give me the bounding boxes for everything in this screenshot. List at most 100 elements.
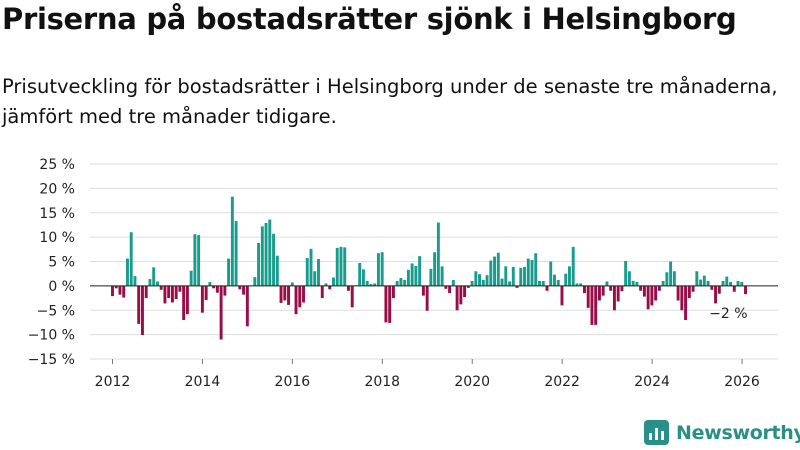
bar: [575, 283, 579, 286]
bar: [365, 281, 369, 286]
bar: [448, 285, 452, 294]
x-tick-label: 2018: [364, 374, 400, 390]
bar: [466, 285, 470, 288]
bar: [163, 285, 167, 304]
bar: [601, 285, 605, 296]
bar: [212, 285, 216, 289]
bar: [732, 285, 736, 292]
bar: [197, 235, 201, 286]
bar: [425, 285, 429, 311]
x-tick-label: 2026: [724, 374, 760, 390]
bar: [238, 285, 242, 290]
bar: [287, 285, 290, 305]
bar: [489, 260, 493, 286]
x-tick-label: 2016: [275, 374, 311, 390]
bar: [294, 285, 298, 315]
bar: [152, 267, 156, 286]
bar: [500, 278, 504, 286]
bar: [534, 253, 538, 286]
bar: [661, 281, 665, 286]
bar: [440, 266, 444, 286]
bar: [328, 285, 332, 290]
bar: [230, 196, 234, 286]
bar: [699, 279, 703, 286]
bar: [736, 281, 740, 286]
bar: [347, 285, 350, 291]
bar: [616, 285, 620, 302]
bar: [526, 258, 530, 286]
x-tick-label: 2020: [454, 374, 490, 390]
bar: [564, 273, 568, 286]
bar-series: [111, 196, 747, 340]
bar: [361, 269, 365, 286]
bar: [369, 283, 373, 286]
bar: [436, 222, 440, 286]
bar: [665, 272, 669, 286]
bar: [193, 234, 197, 286]
bar: [320, 285, 324, 299]
bar: [305, 258, 309, 286]
y-tick-label: 10 %: [39, 230, 75, 246]
bar: [317, 259, 320, 286]
bar: [114, 285, 118, 289]
bar: [508, 281, 511, 286]
bar: [474, 271, 478, 286]
bar: [605, 281, 609, 286]
grid-lines: [90, 163, 778, 360]
bar: [725, 276, 729, 286]
bar: [339, 246, 343, 286]
bar: [298, 285, 302, 308]
bar: [373, 283, 377, 286]
bar: [189, 270, 193, 286]
bar: [133, 276, 137, 286]
bar: [627, 271, 631, 286]
bar: [223, 285, 227, 296]
bar: [706, 281, 710, 286]
bar: [170, 285, 174, 303]
bar: [219, 285, 223, 340]
bar: [167, 285, 171, 299]
bar: [279, 285, 283, 303]
bar: [260, 226, 264, 286]
last-value-label: −2 %: [709, 306, 747, 322]
bar: [586, 285, 590, 308]
bar: [204, 285, 208, 301]
bar: [111, 285, 114, 297]
bar: [444, 285, 448, 289]
bar: [684, 285, 688, 320]
bar: [253, 277, 257, 286]
bar: [421, 285, 425, 296]
bar: [459, 285, 463, 305]
x-tick-label: 2022: [544, 374, 580, 390]
bar: [122, 285, 126, 298]
bar: [594, 285, 598, 325]
bar: [302, 285, 305, 303]
bar: [126, 258, 129, 286]
bar: [590, 285, 594, 325]
bar: [657, 285, 661, 291]
bar: [245, 285, 249, 327]
annotations: −2 %: [709, 306, 747, 322]
bar: [571, 246, 575, 286]
y-tick-label: −5 %: [37, 303, 75, 319]
bar: [485, 275, 489, 286]
bar: [470, 281, 474, 286]
bar: [669, 261, 673, 286]
bar-chart: 25 % 20 % 15 % 10 % 5 % 0 % −5 % −10 % −15 % 201…: [28, 157, 778, 390]
bar: [642, 285, 646, 297]
x-tick-label: 2024: [634, 374, 670, 390]
bar: [549, 261, 553, 286]
bar: [519, 267, 523, 286]
bar: [332, 277, 335, 286]
bar: [538, 281, 541, 286]
newsworthy-logo: Newsworthy: [644, 420, 800, 445]
bar: [399, 278, 403, 286]
chart-title: Priserna på bostadsrätter sjönk i Helsin…: [2, 2, 737, 36]
bar: [391, 285, 395, 299]
bar: [418, 256, 422, 286]
bar: [268, 219, 272, 286]
bar: [350, 285, 354, 308]
bar: [388, 285, 392, 323]
bar: [406, 269, 410, 286]
bar: [740, 281, 744, 286]
